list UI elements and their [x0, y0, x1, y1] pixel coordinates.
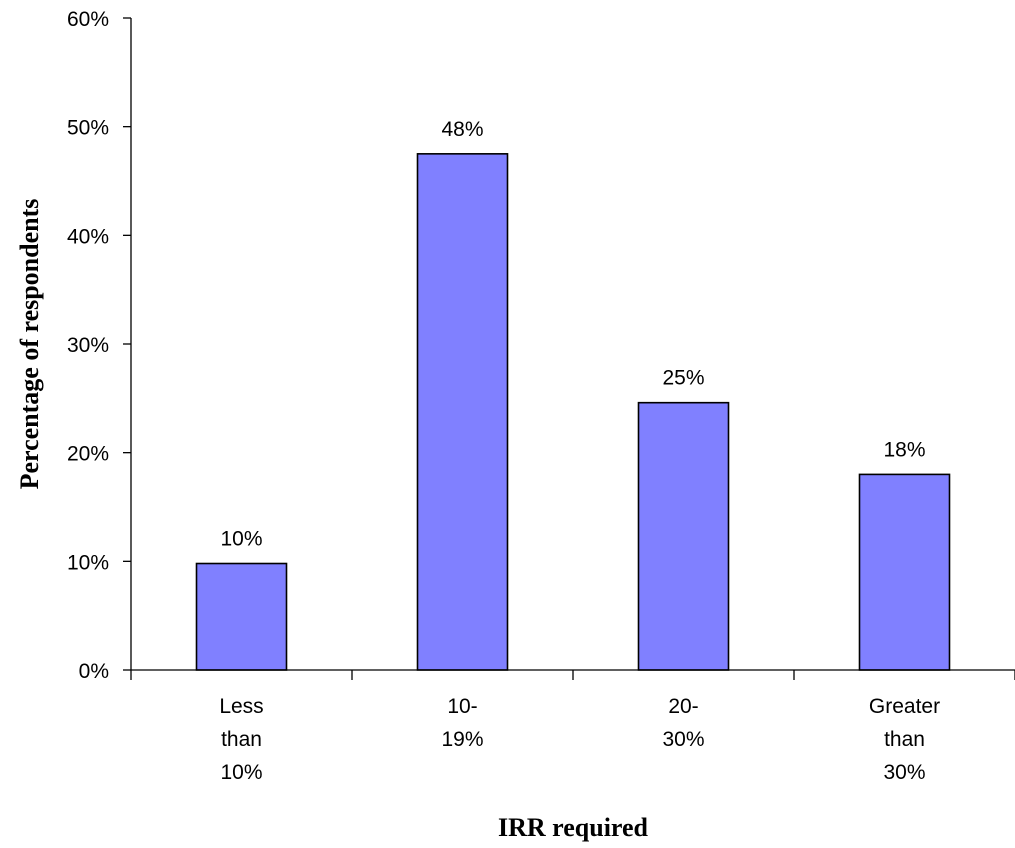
- category-labels: Less than 10% 10-19% 20-30% Greater than 30%: [219, 695, 940, 784]
- bar: [858, 473, 951, 671]
- bars: [195, 153, 951, 671]
- data-labels: 10% 48% 25% 18%: [220, 118, 925, 551]
- y-tick-label: 40%: [67, 225, 109, 248]
- x-axis-ticks: [130, 670, 1015, 680]
- category-label: Less than 10%: [219, 695, 263, 784]
- y-axis-title: Percentage of respondents: [15, 199, 44, 490]
- y-tick-label: 0%: [79, 660, 109, 683]
- y-tick-label: 60%: [67, 8, 109, 31]
- category-label: 10-19%: [441, 695, 483, 751]
- bar: [637, 401, 730, 671]
- category-label: Greater than 30%: [869, 695, 940, 784]
- data-label: 10%: [220, 528, 262, 551]
- data-label: 25%: [662, 367, 704, 390]
- data-label: 18%: [883, 438, 925, 461]
- x-axis-title: IRR required: [498, 813, 649, 842]
- y-tick-label: 20%: [67, 443, 109, 466]
- y-tick-label: 30%: [67, 334, 109, 357]
- category-label: 20-30%: [662, 695, 704, 751]
- y-axis-ticks: 0% 10% 20% 30% 40% 50% 60%: [67, 8, 131, 683]
- data-label: 48%: [441, 118, 483, 141]
- bar: [416, 153, 509, 671]
- y-tick-label: 50%: [67, 117, 109, 140]
- y-tick-label: 10%: [67, 551, 109, 574]
- bar: [195, 562, 288, 671]
